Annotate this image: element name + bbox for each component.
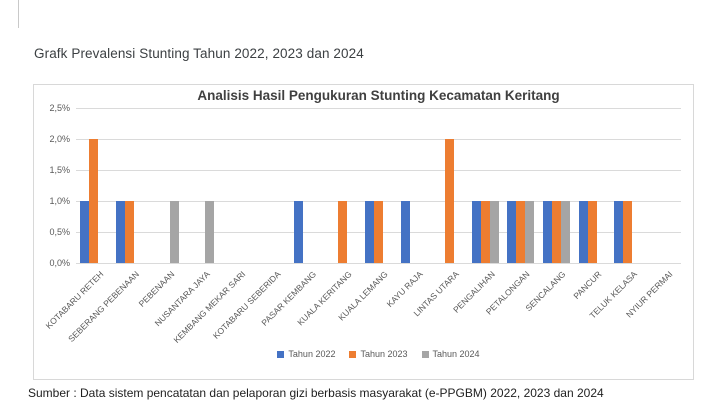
y-tick-label: 1,5% — [49, 165, 70, 175]
stunting-bar-chart: Analisis Hasil Pengukuran Stunting Kecam… — [33, 84, 694, 380]
source-note: Sumber : Data sistem pencatatan dan pela… — [28, 386, 604, 400]
bar-tahun-2022 — [115, 201, 125, 263]
gridline — [76, 108, 681, 109]
bar-tahun-2023 — [587, 201, 597, 263]
legend-item: Tahun 2022 — [277, 349, 335, 359]
x-axis-label: KOTABARU SEBERIDA — [210, 269, 283, 341]
bar-tahun-2022 — [471, 201, 481, 263]
bar-tahun-2023 — [338, 201, 348, 263]
legend-swatch-icon — [349, 350, 357, 358]
y-tick-label: 2,0% — [49, 134, 70, 144]
legend-item: Tahun 2023 — [349, 349, 408, 359]
y-tick-label: 0,0% — [49, 258, 70, 268]
legend-label: Tahun 2024 — [432, 349, 480, 359]
bar-tahun-2024 — [525, 201, 535, 263]
bar-tahun-2023 — [623, 201, 633, 263]
y-axis: 0,0% 0,5% 1,0% 1,5% 2,0% 2,5% — [34, 85, 72, 381]
bar-tahun-2022 — [365, 201, 374, 263]
bar-tahun-2023 — [445, 139, 455, 263]
x-axis-line — [76, 263, 681, 264]
document-edge-line — [18, 0, 19, 28]
bar-tahun-2022 — [293, 201, 303, 263]
x-axis: KOTABARU RETEH SEBERANG PEBENAAN PEBENAAN N… — [43, 265, 681, 351]
legend-swatch-icon — [421, 350, 429, 358]
bar-tahun-2024 — [205, 201, 215, 263]
bar-tahun-2023 — [551, 201, 561, 263]
y-tick-label: 1,0% — [49, 196, 70, 206]
bar-tahun-2022 — [400, 201, 410, 263]
bar-tahun-2022 — [507, 201, 517, 263]
bar-tahun-2024 — [489, 201, 499, 263]
bar-tahun-2023 — [89, 139, 99, 263]
legend-swatch-icon — [277, 350, 285, 358]
chart-title: Analisis Hasil Pengukuran Stunting Kecam… — [197, 88, 560, 103]
bar-tahun-2023 — [516, 201, 526, 263]
bar-tahun-2024 — [169, 201, 179, 263]
bar-tahun-2023 — [374, 201, 383, 263]
bar-tahun-2022 — [578, 201, 588, 263]
y-tick-label: 2,5% — [49, 103, 70, 113]
gridline — [76, 139, 681, 140]
legend-item: Tahun 2024 — [421, 349, 480, 359]
plot-area — [76, 108, 681, 264]
chart-legend: Tahun 2022 Tahun 2023 Tahun 2024 — [76, 349, 681, 359]
document-title: Grafk Prevalensi Stunting Tahun 2022, 20… — [34, 46, 364, 61]
bar-tahun-2022 — [542, 201, 552, 263]
bar-tahun-2023 — [124, 201, 134, 263]
bar-tahun-2024 — [560, 201, 570, 263]
bar-tahun-2022 — [614, 201, 624, 263]
bar-tahun-2023 — [480, 201, 490, 263]
gridline — [76, 170, 681, 171]
bar-tahun-2022 — [80, 201, 90, 263]
legend-label: Tahun 2022 — [288, 349, 336, 359]
x-axis-label: SEBERANG PEBENAAN — [65, 269, 141, 344]
x-axis-label: PANCUR — [571, 269, 604, 302]
legend-label: Tahun 2023 — [360, 349, 408, 359]
y-tick-label: 0,5% — [49, 227, 70, 237]
